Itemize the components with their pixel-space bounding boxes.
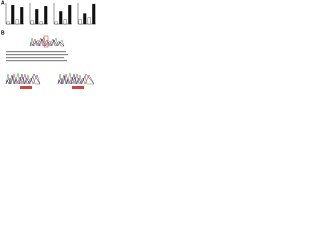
bar [92,3,96,25]
bar [87,17,91,25]
bar [30,20,34,25]
bar [59,11,63,25]
text-line [6,54,68,56]
text-line [6,57,64,59]
trace [5,73,41,85]
bar [54,21,58,25]
bar [15,19,19,25]
panel-label: A [1,0,5,6]
bar [68,4,72,25]
bar [39,21,43,25]
chromatogram-bottom [5,72,95,89]
sequence-lines [6,51,68,62]
text-line [6,60,67,62]
figure: A B [1,0,96,89]
text-line [6,51,66,53]
bar [35,9,39,25]
trace [29,36,65,47]
trace [57,73,95,85]
trace [5,73,41,85]
bar [83,13,87,25]
bar [6,21,10,25]
highlight-box [43,35,49,48]
marker [20,86,32,89]
trace [29,37,64,47]
panel-label: B [1,30,5,36]
bar [20,7,24,25]
trace [57,73,95,85]
bar [44,6,48,25]
bar [78,19,82,25]
page: A B (() => { const data = JSON.parse(doc… [0,0,320,92]
trace [29,38,65,47]
bar [11,4,15,25]
chromatogram-top [29,35,65,48]
bar [63,19,67,25]
marker [72,86,84,89]
